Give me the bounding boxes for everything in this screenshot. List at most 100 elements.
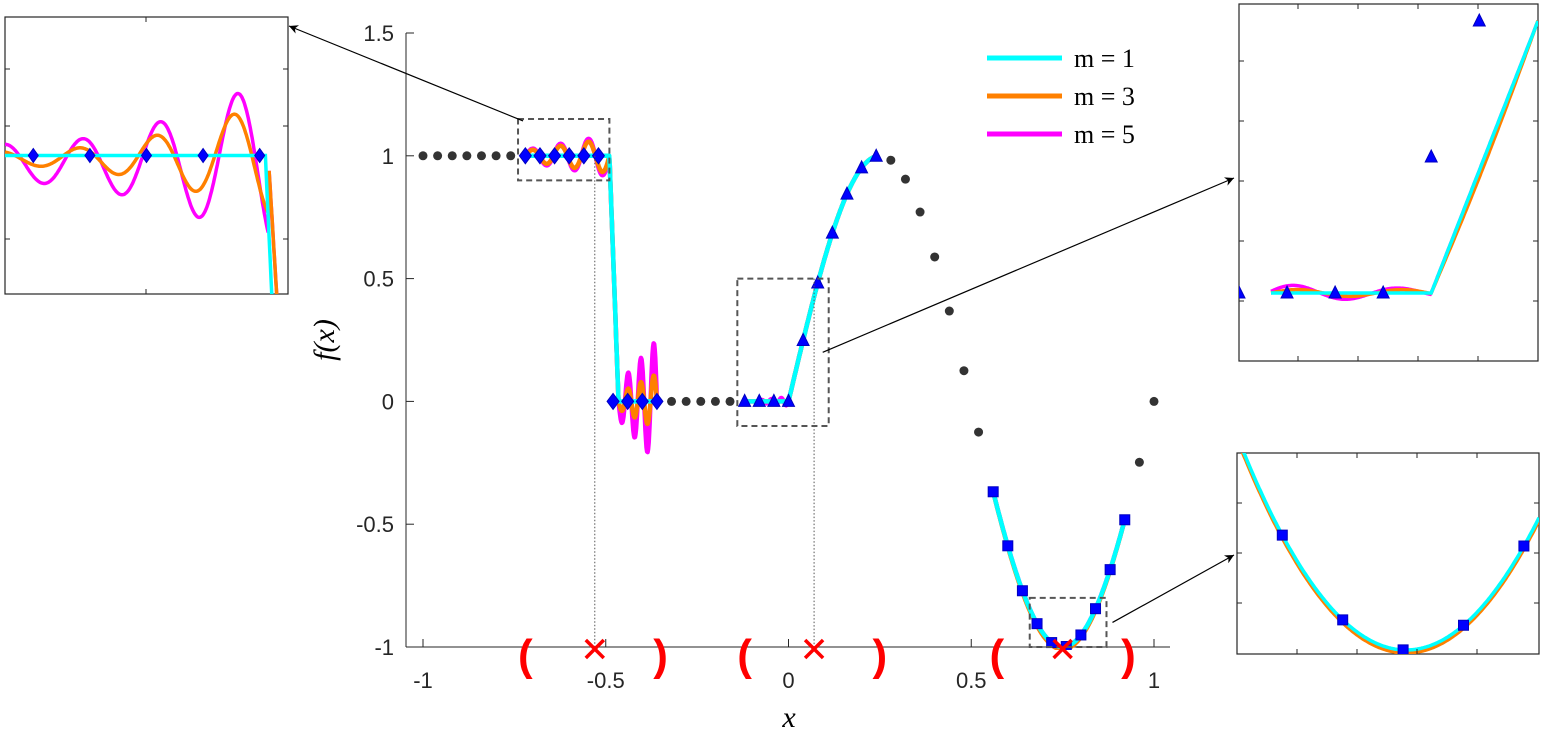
bracket-left: (: [990, 631, 1005, 680]
zoom-box: [1028, 596, 1108, 649]
grid-point: [959, 366, 969, 376]
bracket-right: ): [873, 631, 888, 680]
inset-left-zoom: [4, 16, 289, 295]
inset-frame: [1236, 452, 1540, 655]
cross-marker: [584, 638, 606, 660]
y-tick-label: 0: [382, 389, 394, 414]
grid-point: [915, 207, 925, 217]
grid-point: [418, 151, 428, 161]
inset-marker: [1328, 284, 1342, 299]
inset-frame: [1238, 3, 1539, 362]
diamond-marker: [606, 392, 620, 411]
x-tick-label: 0: [782, 668, 794, 693]
legend-label: m = 1: [1074, 44, 1135, 73]
inset-marker: [1458, 619, 1469, 631]
main-axes: [405, 33, 1170, 648]
inset-marker: [1376, 284, 1390, 299]
inset-plot: [1239, 12, 1538, 302]
y-tick-label: -1: [374, 635, 394, 660]
inset-marker: [197, 147, 209, 164]
ticks: -1 -0.5 0 0.5 1 -1 -0.5 0 0.5 1 1.5: [356, 21, 1160, 693]
inset-marker: [254, 147, 266, 164]
triangle-marker: [781, 393, 796, 407]
inset-marker: [1239, 284, 1246, 299]
inset-marker: [1276, 529, 1288, 541]
bracket-left: (: [518, 631, 533, 680]
grid-point: [1149, 396, 1159, 406]
x-tick-label: -0.5: [587, 668, 625, 693]
diamond-marker: [635, 392, 649, 411]
inset-marker: [1280, 284, 1294, 299]
inset-plot: [1240, 453, 1539, 654]
series-m1-line: [743, 154, 878, 404]
grid-point: [506, 151, 516, 161]
diamond-marker: [577, 146, 591, 165]
inset-top-right-zoom: [1238, 3, 1539, 362]
diamond-marker: [650, 392, 664, 411]
cross-marker: [1052, 638, 1073, 660]
inset-marker: [1472, 12, 1487, 27]
inset-marker: [1424, 148, 1439, 163]
grid-point: [974, 427, 984, 437]
inset-marker: [1337, 614, 1349, 626]
grid-point: [710, 396, 720, 406]
grid-point: [725, 396, 735, 406]
inset-marker: [1518, 540, 1530, 552]
grid-point: [667, 396, 677, 406]
triangle-marker: [737, 393, 752, 407]
inset-curve: [1271, 20, 1538, 295]
main-plot: [418, 136, 1159, 650]
inset-marker: [27, 147, 39, 164]
square-marker: [1002, 540, 1014, 552]
triangle-marker: [825, 225, 840, 239]
inset-marker: [140, 147, 153, 164]
zoom-arrows: [288, 25, 1235, 623]
zoom-arrow: [1112, 554, 1235, 623]
square-marker: [1016, 585, 1028, 597]
zoom-box: [517, 117, 611, 182]
x-tick-label: -1: [413, 668, 433, 693]
inset-bottom-right-zoom: [1236, 452, 1540, 655]
grid-point: [944, 306, 954, 316]
triangle-marker: [810, 274, 825, 289]
series-m5-line: [743, 154, 878, 408]
x-tick-label: 1: [1148, 668, 1160, 693]
y-tick-label: -0.5: [356, 512, 394, 537]
zoom-arrow: [822, 177, 1235, 353]
grid-point: [491, 151, 501, 161]
square-marker: [987, 486, 999, 498]
legend-label: m = 3: [1074, 82, 1135, 111]
series-m3-line: [523, 139, 660, 427]
square-marker: [1090, 603, 1102, 615]
grid-point: [1134, 457, 1144, 467]
x-tick-label: 0.5: [956, 668, 987, 693]
triangle-marker: [752, 393, 767, 407]
diamond-marker: [547, 146, 562, 165]
series-m1-line: [523, 153, 659, 404]
zoom-arrow: [288, 25, 524, 122]
inset-curve: [5, 112, 279, 294]
grid-point: [930, 252, 940, 262]
y-tick-label: 0.5: [363, 267, 394, 292]
diamond-marker: [518, 146, 532, 165]
overlay: () () (): [517, 117, 1136, 680]
triangle-marker: [869, 148, 884, 162]
diamond-marker: [591, 146, 606, 165]
y-axis-label: f(x): [308, 319, 341, 361]
diamond-marker: [533, 146, 547, 165]
y-tick-label: 1: [382, 144, 394, 169]
y-tick-label: 1.5: [363, 21, 394, 46]
cross-marker: [803, 638, 825, 660]
inset-marker: [1397, 644, 1409, 654]
triangle-marker: [840, 185, 854, 200]
grid-point: [681, 396, 691, 406]
legend-label: m = 5: [1074, 120, 1135, 149]
grid-point: [476, 151, 486, 161]
diamond-marker: [562, 146, 576, 165]
grid-point: [900, 174, 910, 184]
square-marker: [1104, 564, 1116, 576]
square-marker: [1075, 629, 1087, 641]
grid-point: [433, 151, 443, 161]
square-marker: [1119, 514, 1131, 526]
